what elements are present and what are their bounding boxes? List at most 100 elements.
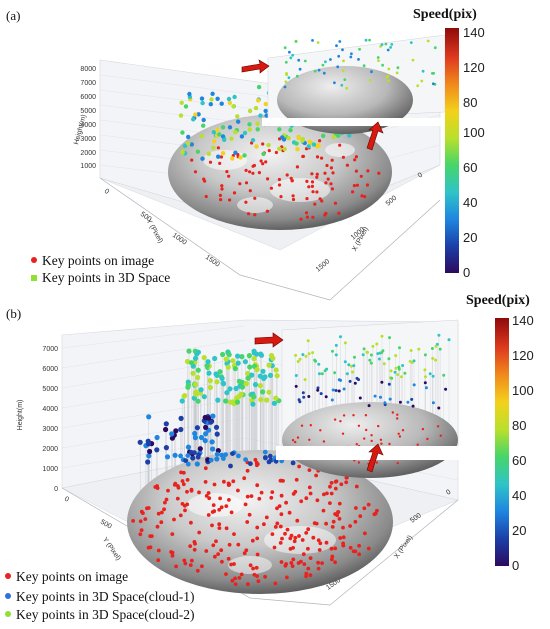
key-point-on-image [310, 180, 315, 184]
key-point-cloud-2 [266, 362, 272, 368]
key-point-cloud-2 [230, 358, 236, 364]
key-point-on-image [304, 496, 309, 501]
key-point-on-image [170, 532, 175, 536]
key-point-cloud-2 [271, 400, 277, 406]
key-point-on-image [436, 425, 440, 428]
key-point-on-image [338, 143, 342, 147]
key-point-on-image [337, 501, 342, 506]
key-point-3d [384, 42, 388, 46]
panel-b-z-title: Height(m) [17, 400, 24, 431]
key-point-3d [220, 125, 226, 130]
cb-tick: 40 [463, 195, 477, 210]
key-point-cloud-2 [366, 350, 369, 354]
key-point-on-image [344, 480, 349, 485]
key-point-3d [385, 75, 389, 79]
key-point-cloud-2 [273, 367, 279, 373]
key-point-cloud-2 [254, 367, 260, 373]
key-point-3d [433, 46, 437, 50]
key-point-on-image [329, 491, 334, 496]
z-tick: 0 [54, 486, 58, 493]
key-point-cloud-2 [423, 368, 427, 372]
panel-a-arrows [241, 59, 384, 151]
key-point-3d [416, 84, 420, 88]
z-tick: 7000 [80, 80, 96, 87]
key-point-on-image [380, 442, 383, 445]
key-point-on-image [250, 538, 255, 543]
key-point-3d [432, 71, 435, 75]
key-point-on-image [281, 479, 285, 483]
key-point-on-image [138, 532, 143, 537]
key-point-on-image [322, 440, 326, 443]
key-point-on-image [228, 198, 232, 202]
key-point-on-image [366, 169, 370, 173]
key-point-on-image [141, 511, 145, 515]
key-point-on-image [138, 519, 143, 524]
key-point-on-image [301, 154, 305, 158]
key-point-on-image [315, 175, 319, 179]
key-point-on-image [370, 439, 373, 443]
key-point-3d [342, 59, 345, 63]
key-point-cloud-2 [306, 339, 310, 343]
key-point-3d [180, 150, 185, 155]
key-point-on-image [178, 513, 183, 518]
key-point-on-image [233, 576, 238, 581]
key-point-3d [233, 129, 238, 135]
key-point-on-image [310, 172, 314, 176]
key-point-cloud-2 [434, 344, 438, 348]
key-point-cloud-2 [325, 367, 329, 371]
key-point-on-image [326, 177, 330, 181]
key-point-on-image [233, 582, 238, 586]
key-point-on-image [264, 515, 269, 520]
key-point-on-image [188, 563, 193, 567]
key-point-3d [263, 108, 268, 114]
key-point-cloud-1 [411, 404, 415, 408]
legend-label: Key points in 3D Space(cloud-1) [16, 589, 194, 604]
key-point-on-image [307, 185, 311, 189]
key-point-3d [321, 63, 325, 67]
key-point-on-image [325, 163, 329, 168]
key-point-cloud-1 [192, 430, 198, 437]
panel-a-y-title: Y (Pixel) [145, 218, 164, 244]
cb-tick: 140 [512, 313, 534, 328]
key-point-on-image [275, 506, 279, 511]
key-point-cloud-2 [438, 347, 442, 351]
key-point-3d [250, 138, 256, 143]
key-point-3d [247, 108, 253, 114]
key-point-cloud-1 [337, 389, 341, 393]
key-point-cloud-2 [239, 384, 246, 390]
key-point-on-image [288, 547, 293, 551]
key-point-on-image [297, 464, 301, 469]
key-point-cloud-1 [210, 413, 216, 419]
key-point-on-image [318, 197, 322, 201]
key-point-3d [236, 119, 241, 124]
y-tick: 500 [99, 519, 113, 531]
key-point-on-image [197, 530, 202, 535]
panel-a-colorbar-title: Speed(pix) [413, 7, 477, 22]
key-point-3d [390, 43, 394, 46]
key-point-cloud-1 [185, 444, 192, 450]
key-point-3d [215, 96, 220, 102]
key-point-cloud-2 [257, 383, 263, 389]
key-point-on-image [353, 549, 358, 554]
key-point-cloud-1 [355, 376, 359, 380]
z-tick: 5000 [80, 108, 96, 115]
key-point-on-image [345, 163, 349, 167]
key-point-3d [338, 40, 342, 43]
key-point-on-image [264, 160, 268, 164]
key-point-on-image [183, 561, 188, 566]
key-point-3d [294, 40, 298, 43]
key-point-cloud-1 [205, 415, 212, 421]
key-point-cloud-2 [400, 375, 403, 379]
key-point-cloud-2 [434, 358, 438, 362]
key-point-on-image [364, 414, 368, 417]
key-point-cloud-2 [215, 397, 221, 403]
key-point-on-image [315, 155, 320, 159]
key-point-cloud-1 [424, 386, 428, 390]
key-point-on-image [320, 156, 324, 160]
key-point-cloud-2 [224, 390, 230, 396]
key-point-on-image [156, 558, 161, 563]
key-point-on-image [289, 176, 293, 180]
key-point-cloud-1 [146, 453, 152, 459]
key-point-on-image [324, 540, 329, 545]
key-point-3d [210, 91, 215, 97]
